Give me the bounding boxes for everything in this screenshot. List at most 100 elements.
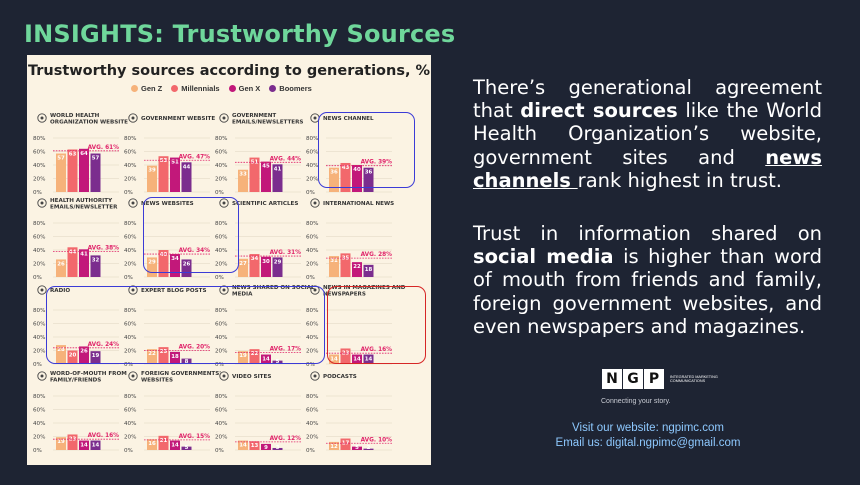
bar-value-label: 40 (160, 252, 168, 258)
y-tick-label: 80% (306, 136, 318, 142)
average-label: AVG. 38% (88, 245, 120, 251)
mail-icon (40, 201, 44, 205)
paragraph-text: is higher than word of mouth from friend… (473, 245, 822, 338)
average-label: AVG. 31% (270, 250, 302, 256)
panel-title: ORGANIZATION WEBSITE (50, 119, 128, 125)
bar (249, 441, 260, 450)
average-label: AVG. 34% (179, 248, 211, 254)
highlight-box-news-channel (318, 112, 415, 188)
bar (261, 256, 271, 277)
bar (67, 247, 78, 277)
bar (261, 161, 271, 192)
y-tick-label: 0% (33, 190, 42, 196)
y-tick-label: 0% (33, 362, 42, 368)
company-logo[interactable]: N G P INTEGRATED MARKETING COMMUNICATION… (602, 369, 718, 389)
y-tick-label: 20% (306, 176, 318, 182)
bar (56, 259, 66, 277)
average-label: AVG. 12% (270, 436, 302, 442)
microphone-icon (310, 371, 320, 381)
y-tick-label: 40% (215, 248, 227, 254)
bar-value-label: 26 (57, 261, 65, 267)
contact-website[interactable]: Visit our website: ngpimc.com (572, 422, 724, 434)
y-tick-label: 0% (215, 190, 224, 196)
highlight-box-row-three (46, 286, 325, 364)
bar-value-label: 22 (251, 351, 259, 357)
bar-value-label: 44 (183, 164, 191, 170)
legend-item-genx: Gen X (228, 84, 260, 93)
monitor-icon (131, 374, 135, 378)
bar (56, 345, 66, 364)
y-tick-label: 20% (124, 434, 136, 440)
y-tick-label: 20% (306, 434, 318, 440)
average-label: AVG. 39% (361, 160, 393, 166)
bar (363, 264, 374, 277)
y-tick-label: 80% (215, 308, 227, 314)
y-tick-label: 40% (124, 421, 136, 427)
chart-title: Trustworthy sources according to generat… (27, 63, 431, 79)
bar (352, 446, 362, 450)
bar-value-label: 14 (80, 443, 88, 449)
panel-title: EMAILS/NEWSLETTERS (232, 119, 303, 125)
bar-value-label: 12 (330, 444, 338, 450)
bar (261, 443, 271, 450)
logo-tagline: Connecting your story. (601, 398, 671, 405)
bar (249, 157, 260, 192)
bar (249, 349, 260, 364)
y-tick-label: 80% (306, 221, 318, 227)
bar-value-label: 34 (171, 256, 179, 262)
y-tick-label: 60% (306, 321, 318, 327)
logo-letter: P (644, 369, 665, 389)
bar (158, 435, 169, 450)
highlight-box-news-websites (143, 197, 239, 273)
bar-value-label: 14 (239, 443, 247, 449)
y-tick-label: 40% (306, 421, 318, 427)
bar-value-label: 19 (92, 353, 100, 359)
bar-value-label: 57 (57, 156, 65, 162)
document-icon (219, 198, 229, 208)
bar-value-label: 19 (57, 439, 65, 445)
y-tick-label: 0% (306, 190, 315, 196)
slide-title: INSIGHTS: Trustworthy Sources (24, 20, 456, 48)
bar-value-label: 26 (183, 261, 191, 267)
bar-value-label: 41 (274, 166, 282, 172)
paragraph-direct-sources: There’s generational agreement that dire… (473, 76, 822, 192)
y-tick-label: 60% (215, 149, 227, 155)
y-tick-label: 60% (215, 234, 227, 240)
y-tick-label: 0% (215, 275, 224, 281)
bar-value-label: 14 (353, 357, 361, 363)
bar-value-label: 5 (355, 445, 359, 451)
y-tick-label: 60% (215, 321, 227, 327)
mail-icon (219, 113, 229, 123)
bar (170, 254, 180, 277)
panel-title: NEWS SHARED ON SOCIAL (232, 285, 315, 291)
y-tick-label: 80% (33, 136, 45, 142)
play-icon (219, 371, 229, 381)
y-tick-label: 20% (33, 261, 45, 267)
y-tick-label: 80% (215, 221, 227, 227)
microphone-icon (313, 374, 317, 378)
bar-value-label: 14 (92, 443, 100, 449)
panel-title: HEALTH AUTHORITY (50, 198, 113, 204)
y-tick-label: 20% (215, 348, 227, 354)
y-tick-label: 60% (124, 234, 136, 240)
y-tick-label: 80% (124, 221, 136, 227)
bar-value-label: 22 (148, 351, 156, 357)
y-tick-label: 60% (215, 407, 227, 413)
highlight-box-magazines (327, 286, 426, 364)
contact-email[interactable]: Email us: digital.ngpimc@gmail.com (555, 437, 741, 449)
globe-icon (310, 198, 320, 208)
bar-value-label: 57 (92, 156, 100, 162)
bar (147, 349, 157, 364)
bar (329, 441, 339, 450)
bar (79, 346, 89, 364)
y-tick-label: 0% (124, 275, 133, 281)
bar (67, 350, 78, 364)
y-tick-label: 0% (124, 190, 133, 196)
logo-letter: G (623, 369, 644, 389)
y-tick-label: 60% (306, 149, 318, 155)
bar-value-label: 44 (69, 249, 77, 255)
play-icon (222, 374, 226, 378)
